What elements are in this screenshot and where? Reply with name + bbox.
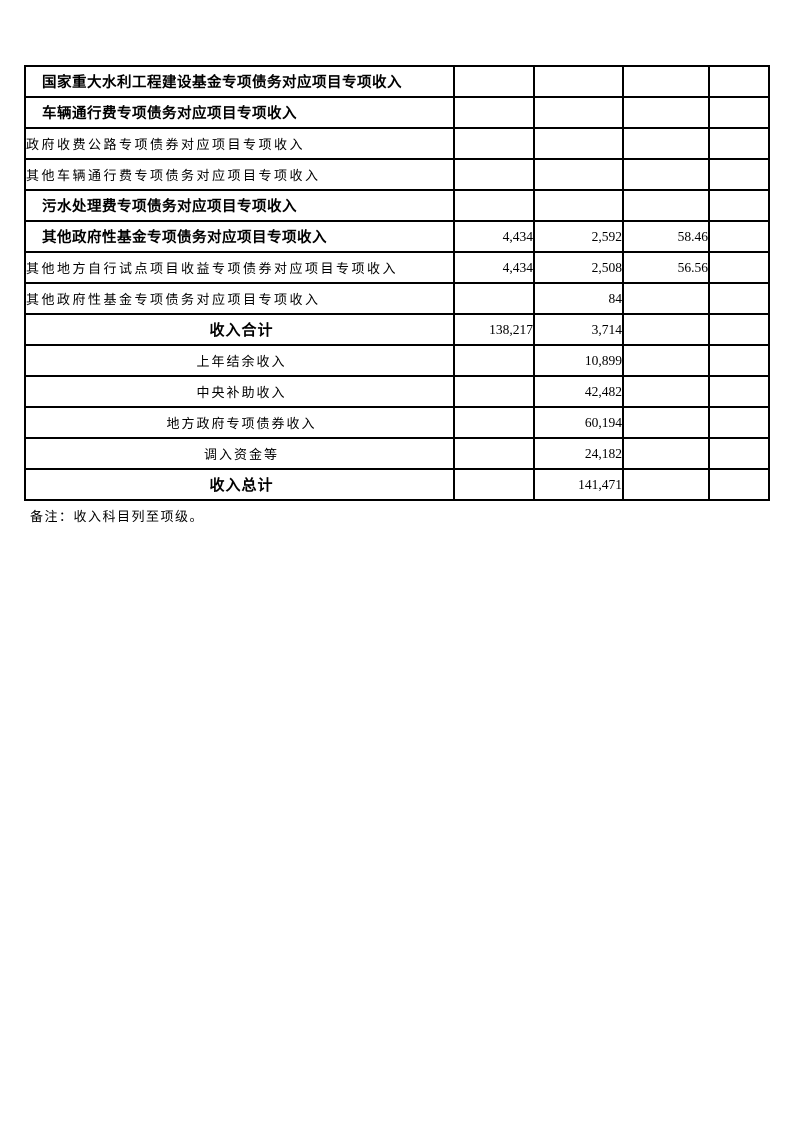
cell-col3 [622, 96, 710, 129]
cell-col1: 4,434 [453, 251, 535, 284]
cell-col1 [453, 375, 535, 408]
table-row: 其他车辆通行费专项债务对应项目专项收入 [24, 158, 770, 191]
table-row: 地方政府专项债券收入 60,194 [24, 406, 770, 439]
table-row: 上年结余收入 10,899 [24, 344, 770, 377]
budget-table-body: 国家重大水利工程建设基金专项债务对应项目专项收入 车辆通行费专项债务对应项目专项… [24, 65, 770, 501]
table-row: 中央补助收入 42,482 [24, 375, 770, 408]
cell-col3 [622, 282, 710, 315]
cell-col2: 24,182 [533, 437, 624, 470]
table-row: 政府收费公路专项债券对应项目专项收入 [24, 127, 770, 160]
cell-col1: 4,434 [453, 220, 535, 253]
cell-col4 [708, 437, 770, 470]
row-label: 上年结余收入 [24, 344, 455, 377]
cell-col2: 3,714 [533, 313, 624, 346]
cell-col3 [622, 313, 710, 346]
cell-col4 [708, 96, 770, 129]
cell-col4 [708, 406, 770, 439]
footnote: 备注：收入科目列至项级。 [30, 509, 205, 524]
cell-col2 [533, 127, 624, 160]
row-label: 地方政府专项债券收入 [24, 406, 455, 439]
cell-col4 [708, 313, 770, 346]
table-row: 污水处理费专项债务对应项目专项收入 [24, 189, 770, 222]
row-label: 收入总计 [24, 468, 455, 501]
cell-col1: 138,217 [453, 313, 535, 346]
cell-col2 [533, 96, 624, 129]
table-row-total: 收入总计 141,471 [24, 468, 770, 501]
cell-col2: 42,482 [533, 375, 624, 408]
cell-col1 [453, 158, 535, 191]
cell-col4 [708, 375, 770, 408]
cell-col3 [622, 127, 710, 160]
cell-col2: 10,899 [533, 344, 624, 377]
cell-col1 [453, 468, 535, 501]
cell-col3 [622, 65, 710, 98]
budget-table: 国家重大水利工程建设基金专项债务对应项目专项收入 车辆通行费专项债务对应项目专项… [24, 65, 770, 501]
cell-col3 [622, 344, 710, 377]
table-row: 车辆通行费专项债务对应项目专项收入 [24, 96, 770, 129]
cell-col2 [533, 189, 624, 222]
cell-col3 [622, 406, 710, 439]
cell-col2: 60,194 [533, 406, 624, 439]
row-label: 收入合计 [24, 313, 455, 346]
table-row: 调入资金等 24,182 [24, 437, 770, 470]
row-label: 车辆通行费专项债务对应项目专项收入 [24, 96, 455, 129]
cell-col4 [708, 189, 770, 222]
row-label: 污水处理费专项债务对应项目专项收入 [24, 189, 455, 222]
cell-col2 [533, 65, 624, 98]
row-label: 其他地方自行试点项目收益专项债券对应项目专项收入 [24, 251, 455, 284]
cell-col1 [453, 189, 535, 222]
cell-col1 [453, 127, 535, 160]
row-label: 国家重大水利工程建设基金专项债务对应项目专项收入 [24, 65, 455, 98]
cell-col1 [453, 96, 535, 129]
cell-col4 [708, 344, 770, 377]
cell-col4 [708, 251, 770, 284]
cell-col4 [708, 282, 770, 315]
cell-col2 [533, 158, 624, 191]
cell-col2: 2,592 [533, 220, 624, 253]
table-row: 其他政府性基金专项债务对应项目专项收入 84 [24, 282, 770, 315]
cell-col2: 2,508 [533, 251, 624, 284]
row-label: 其他车辆通行费专项债务对应项目专项收入 [24, 158, 455, 191]
row-label: 其他政府性基金专项债务对应项目专项收入 [24, 220, 455, 253]
table-row: 其他地方自行试点项目收益专项债券对应项目专项收入 4,434 2,508 56.… [24, 251, 770, 284]
cell-col1 [453, 282, 535, 315]
cell-col4 [708, 158, 770, 191]
table-row: 国家重大水利工程建设基金专项债务对应项目专项收入 [24, 65, 770, 98]
cell-col3 [622, 437, 710, 470]
cell-col1 [453, 65, 535, 98]
cell-col1 [453, 437, 535, 470]
cell-col4 [708, 65, 770, 98]
cell-col3 [622, 189, 710, 222]
cell-col3: 58.46 [622, 220, 710, 253]
cell-col1 [453, 406, 535, 439]
row-label: 其他政府性基金专项债务对应项目专项收入 [24, 282, 455, 315]
cell-col3 [622, 375, 710, 408]
cell-col3: 56.56 [622, 251, 710, 284]
cell-col4 [708, 468, 770, 501]
cell-col4 [708, 127, 770, 160]
row-label: 政府收费公路专项债券对应项目专项收入 [24, 127, 455, 160]
cell-col2: 141,471 [533, 468, 624, 501]
cell-col4 [708, 220, 770, 253]
cell-col2: 84 [533, 282, 624, 315]
cell-col3 [622, 158, 710, 191]
cell-col1 [453, 344, 535, 377]
table-row-total: 收入合计 138,217 3,714 [24, 313, 770, 346]
cell-col3 [622, 468, 710, 501]
row-label: 调入资金等 [24, 437, 455, 470]
table-row: 其他政府性基金专项债务对应项目专项收入 4,434 2,592 58.46 [24, 220, 770, 253]
row-label: 中央补助收入 [24, 375, 455, 408]
